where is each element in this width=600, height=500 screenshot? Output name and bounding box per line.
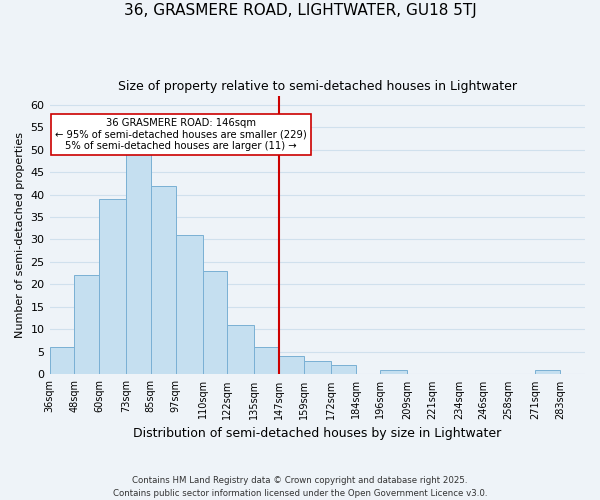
Text: Contains HM Land Registry data © Crown copyright and database right 2025.
Contai: Contains HM Land Registry data © Crown c…	[113, 476, 487, 498]
Bar	[535, 370, 560, 374]
Bar	[304, 361, 331, 374]
Bar	[151, 186, 176, 374]
Bar	[331, 366, 356, 374]
Bar	[227, 325, 254, 374]
Text: 36, GRASMERE ROAD, LIGHTWATER, GU18 5TJ: 36, GRASMERE ROAD, LIGHTWATER, GU18 5TJ	[124, 2, 476, 18]
Bar	[279, 356, 304, 374]
Bar	[99, 199, 126, 374]
Text: 36 GRASMERE ROAD: 146sqm
← 95% of semi-detached houses are smaller (229)
5% of s: 36 GRASMERE ROAD: 146sqm ← 95% of semi-d…	[55, 118, 307, 151]
Bar	[176, 235, 203, 374]
X-axis label: Distribution of semi-detached houses by size in Lightwater: Distribution of semi-detached houses by …	[133, 427, 502, 440]
Bar	[126, 154, 151, 374]
Y-axis label: Number of semi-detached properties: Number of semi-detached properties	[15, 132, 25, 338]
Bar	[254, 348, 279, 374]
Bar	[74, 276, 99, 374]
Bar	[380, 370, 407, 374]
Bar	[203, 271, 227, 374]
Bar	[50, 348, 74, 374]
Title: Size of property relative to semi-detached houses in Lightwater: Size of property relative to semi-detach…	[118, 80, 517, 93]
